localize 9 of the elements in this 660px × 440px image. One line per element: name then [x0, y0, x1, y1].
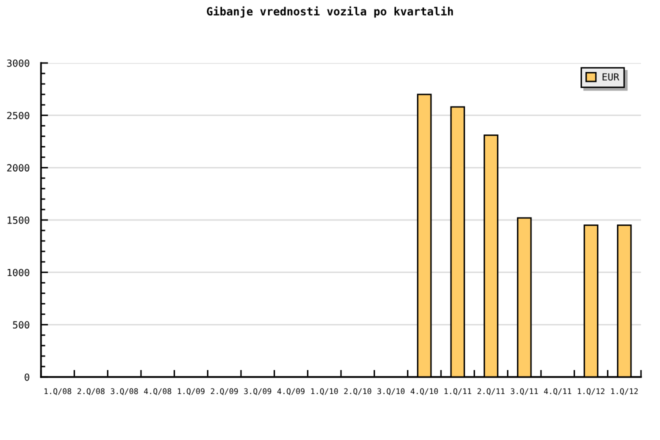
y-tick-label: 2500 [7, 112, 30, 120]
y-tick-label: 500 [13, 321, 30, 329]
y-tick-label: 3000 [7, 60, 30, 67]
legend-label: EUR [602, 73, 620, 81]
chart-title: Gibanje vrednosti vozila po kvartalih [206, 6, 453, 18]
y-tick-label: 2000 [7, 164, 30, 172]
y-tick-label: 1500 [8, 216, 30, 224]
y-tick-label: 1000 [8, 268, 30, 276]
y-tick-label: 0 [24, 374, 30, 381]
